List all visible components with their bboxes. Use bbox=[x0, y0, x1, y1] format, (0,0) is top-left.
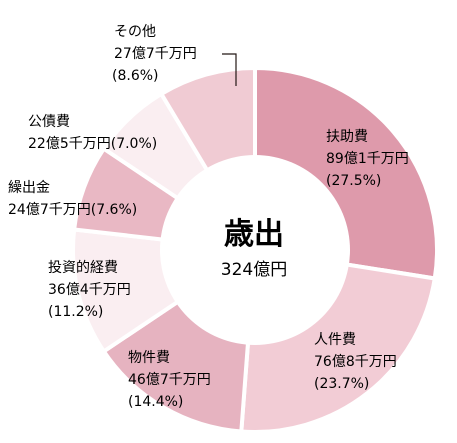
slice-amount: 76億8千万円 bbox=[314, 354, 397, 370]
slice-percent: (11.2%) bbox=[48, 304, 103, 320]
slice-amount: 22億5千万円 bbox=[28, 136, 111, 152]
slice-amount-percent: 22億5千万円(7.0%) bbox=[28, 136, 157, 152]
slice-amount-percent: 24億7千万円(7.6%) bbox=[8, 202, 137, 218]
slice-label-fujohi: 扶助費 89億1千万円 (27.5%) bbox=[326, 129, 409, 189]
slice-amount: 24億7千万円 bbox=[8, 202, 91, 218]
slice-percent: (23.7%) bbox=[314, 376, 369, 392]
slice-percent: (7.6%) bbox=[91, 202, 138, 218]
slice-label-kuridashi: 繰出金 24億7千万円(7.6%) bbox=[8, 180, 137, 218]
slice-name: 物件費 bbox=[128, 350, 170, 366]
slice-percent: (14.4%) bbox=[128, 394, 183, 410]
slice-name: 人件費 bbox=[314, 332, 356, 348]
slice-label-bukkenhi: 物件費 46億7千万円 (14.4%) bbox=[128, 350, 211, 410]
donut-hole bbox=[160, 155, 350, 345]
slice-amount: 27億7千万円 bbox=[114, 46, 197, 62]
slice-amount: 46億7千万円 bbox=[128, 372, 211, 388]
slice-percent: (7.0%) bbox=[111, 136, 158, 152]
center-title: 歳出 bbox=[224, 217, 284, 252]
slice-name: 公債費 bbox=[28, 114, 70, 130]
slice-label-toshiteki: 投資的経費 36億4千万円 (11.2%) bbox=[48, 260, 131, 320]
slice-label-sonota: その他 27億7千万円 (8.6%) bbox=[112, 24, 197, 84]
slice-name: 扶助費 bbox=[326, 129, 368, 145]
slice-percent: (8.6%) bbox=[112, 68, 159, 84]
slice-percent: (27.5%) bbox=[326, 173, 381, 189]
slice-label-jinkenhi: 人件費 76億8千万円 (23.7%) bbox=[314, 332, 397, 392]
center-total: 324億円 bbox=[221, 260, 287, 280]
slice-label-kosaihi: 公債費 22億5千万円(7.0%) bbox=[28, 114, 157, 152]
slice-name: 投資的経費 bbox=[48, 260, 118, 276]
slice-amount: 36億4千万円 bbox=[48, 282, 131, 298]
slice-name: その他 bbox=[114, 24, 156, 40]
slice-amount: 89億1千万円 bbox=[326, 151, 409, 167]
leader-line-other bbox=[222, 53, 237, 86]
slice-name: 繰出金 bbox=[8, 180, 50, 196]
